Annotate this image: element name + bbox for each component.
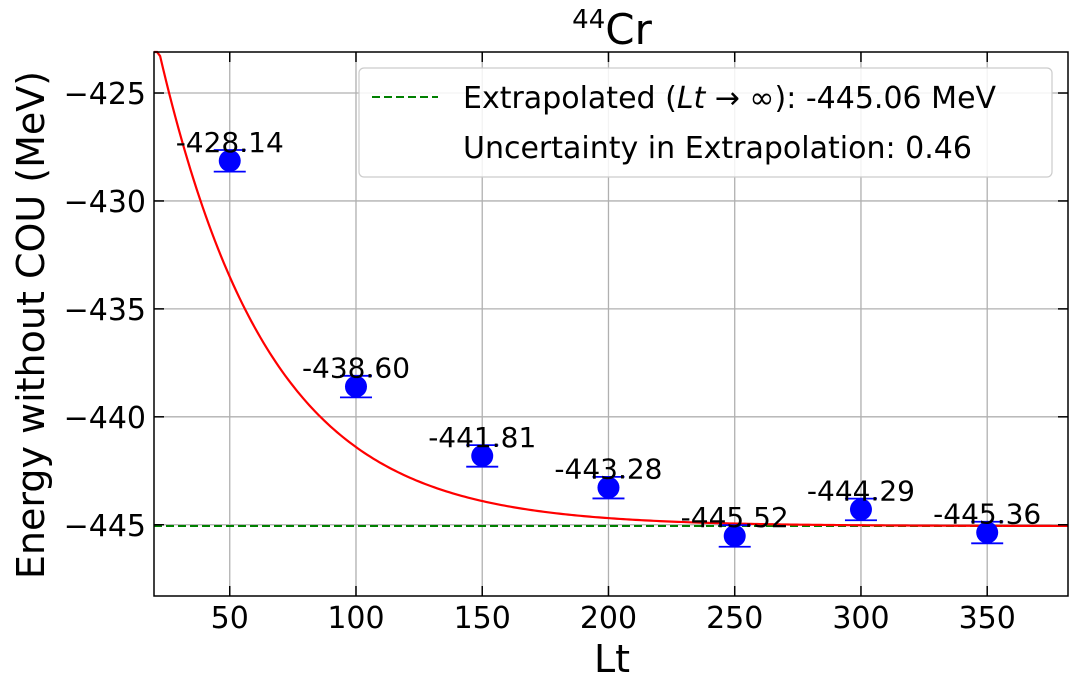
data-labels: -428.14 -438.60 -441.81 -443.28 -445.52 -444.…: [176, 126, 1042, 534]
data-point-3: [597, 476, 620, 499]
legend-text-math: Lt: [677, 81, 707, 116]
data-point-5: [849, 498, 872, 521]
data-point-2: [471, 444, 494, 467]
x-tick-label-2: 150: [454, 601, 511, 636]
y-tick-label-4: −445: [64, 509, 146, 544]
legend: Extrapolated (Lt → ∞): -445.06 MeV Uncer…: [358, 67, 1053, 178]
data-label-1: -438.60: [302, 352, 410, 385]
x-tick-label-1: 100: [327, 601, 384, 636]
fit-curve: [154, 50, 1069, 528]
plot-frame: [153, 51, 1069, 597]
x-tick-label-6: 350: [959, 601, 1016, 636]
y-axis-ticks: −425 −430 −435 −440 −445: [64, 77, 1068, 544]
data-label-3: -443.28: [554, 453, 662, 486]
chart-title-superscript: 44: [572, 5, 605, 35]
x-tick-label-0: 50: [211, 601, 249, 636]
x-tick-label-3: 200: [580, 601, 637, 636]
data-point-4: [723, 524, 746, 547]
legend-extrapolated-text: Extrapolated (Lt → ∞): -445.06 MeV: [463, 81, 997, 116]
data-label-2: -441.81: [428, 421, 536, 454]
data-label-6: -445.36: [933, 498, 1041, 531]
y-tick-label-2: −435: [64, 293, 146, 328]
y-tick-label-0: −425: [64, 77, 146, 112]
data-label-4: -445.52: [681, 501, 789, 534]
x-tick-label-4: 250: [706, 601, 763, 636]
chart-title: 44Cr: [572, 5, 652, 54]
legend-box: [358, 67, 1053, 178]
legend-text-arrow: → ∞: [705, 81, 774, 116]
y-axis-label: Energy without COU (MeV): [9, 71, 53, 579]
y-tick-label-3: −440: [64, 401, 146, 436]
y-tick-label-1: −430: [64, 185, 146, 220]
data-label-0: -428.14: [176, 126, 284, 159]
legend-uncertainty-text: Uncertainty in Extrapolation: 0.46: [463, 131, 972, 166]
x-axis-label: Lt: [594, 637, 630, 681]
x-tick-label-5: 300: [832, 601, 889, 636]
x-axis-ticks: 50 100 150 200 250 300 350: [211, 52, 1016, 636]
chart-title-main: Cr: [605, 5, 652, 54]
data-point-6: [976, 521, 999, 544]
data-label-5: -444.29: [807, 474, 915, 507]
legend-text-suffix: ): -445.06 MeV: [775, 81, 997, 116]
data-point-0: [218, 149, 241, 172]
legend-text-prefix: Extrapolated (: [463, 81, 677, 116]
data-point-1: [344, 375, 367, 398]
data-points: [213, 149, 1004, 548]
